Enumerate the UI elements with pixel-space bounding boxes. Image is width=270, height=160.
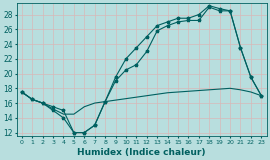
X-axis label: Humidex (Indice chaleur): Humidex (Indice chaleur) (77, 148, 206, 156)
